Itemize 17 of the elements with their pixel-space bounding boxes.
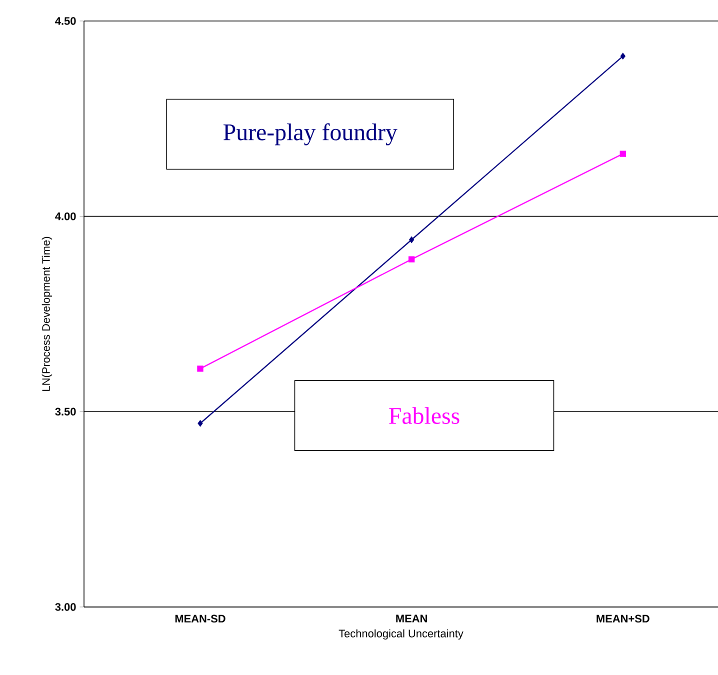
point	[198, 420, 203, 426]
x-tick-label: MEAN	[396, 614, 427, 622]
y-tick-label: 4.00	[55, 212, 76, 220]
x-tick-label: MEAN-SD	[175, 614, 226, 623]
x-tick-label: MEAN+SD	[596, 614, 650, 623]
text: Fabless	[389, 407, 460, 424]
point	[409, 236, 414, 243]
point	[620, 150, 626, 157]
point	[620, 53, 626, 60]
y-axis-title: LN(Process Development Time)	[42, 236, 52, 391]
text: Pure-play foundry	[224, 123, 398, 146]
y-tick-label: 3.50	[55, 408, 76, 416]
y-tick-label: 4.50	[55, 17, 76, 25]
point	[408, 256, 415, 262]
x-axis-title: Technological Uncertainty	[338, 629, 464, 640]
y-tick-label: 3.00	[55, 603, 76, 611]
point	[197, 366, 204, 372]
